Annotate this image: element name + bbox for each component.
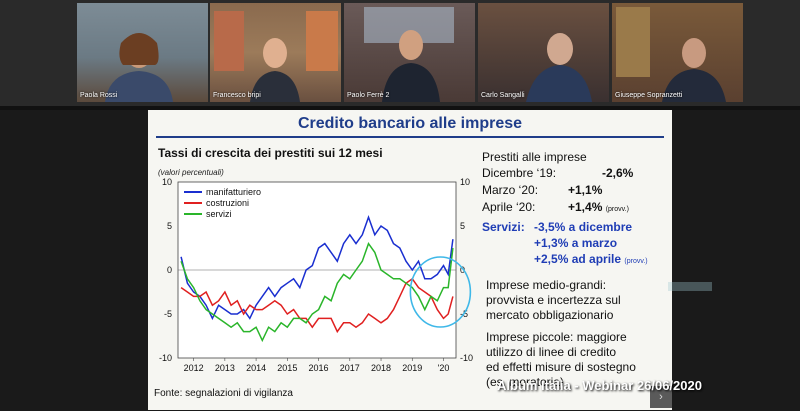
x-tick-label: 2018 xyxy=(371,363,391,373)
chart-source: Fonte: segnalazioni di vigilanza xyxy=(154,388,293,399)
slide-title: Credito bancario alle imprese xyxy=(297,115,523,132)
participant-name: Francesco bripi xyxy=(213,92,261,99)
video-tile-3[interactable]: Paolo Ferrè 2 xyxy=(344,3,475,102)
video-tile-2[interactable]: Francesco bripi xyxy=(210,3,341,102)
series-line-manifatturiero xyxy=(180,214,454,321)
servizi-note: (provv.) xyxy=(624,258,648,265)
april-value-text: +1,4% xyxy=(568,200,603,214)
bookshelf-background-icon xyxy=(214,11,338,102)
april-value: +1,4% (provv.) xyxy=(568,200,629,214)
march-value: +1,1% xyxy=(568,183,603,197)
y-tick-label-right: 0 xyxy=(460,265,465,275)
medium-line-3: mercato obbligazionario xyxy=(486,308,614,322)
legend-label: servizi xyxy=(206,209,232,219)
y-tick-label-left: 0 xyxy=(167,265,172,275)
y-tick-label-right: 5 xyxy=(460,221,465,231)
participant-silhouette-icon xyxy=(364,7,454,102)
participants-strip: Paola Rossi Francesco bripi Paolo Ferrè … xyxy=(0,0,800,106)
small-line-4: (es. moratoria) xyxy=(486,375,565,389)
participant-silhouette-icon xyxy=(105,33,173,102)
x-tick-label: 2015 xyxy=(277,363,297,373)
small-line-1: Imprese piccole: maggiore xyxy=(486,330,627,344)
x-tick-label: 2016 xyxy=(309,363,329,373)
small-line-2: utilizzo di linee di credito xyxy=(486,345,617,359)
scroll-right-button[interactable]: › xyxy=(650,386,672,408)
y-tick-label-left: 10 xyxy=(162,177,172,187)
video-tile-4[interactable]: Carlo Sangalli xyxy=(478,3,609,102)
webinar-watermark: Album Italia - Webinar 26/06/2020 xyxy=(497,378,702,393)
participant-silhouette-icon xyxy=(616,7,726,102)
servizi-line-1: -3,5% a dicembre xyxy=(534,220,633,234)
chart-title: Tassi di crescita dei prestiti sui 12 me… xyxy=(158,146,383,160)
video-tile-5[interactable]: Giuseppe Sopranzetti xyxy=(612,3,743,102)
servizi-line-3-text: +2,5% ad aprile xyxy=(534,252,622,266)
legend-label: costruzioni xyxy=(206,198,249,208)
title-rule xyxy=(156,136,664,138)
series-line-costruzioni xyxy=(180,277,454,334)
row-april: Aprile ‘20: +1,4% (provv.) xyxy=(482,200,668,214)
highlight-circle xyxy=(409,256,472,328)
legend-label: manifatturiero xyxy=(206,187,261,197)
medium-line-1: Imprese medio-grandi: xyxy=(486,278,607,292)
video-tile-1[interactable]: Paola Rossi xyxy=(77,3,208,102)
participant-name: Paolo Ferrè 2 xyxy=(347,92,390,99)
y-tick-label-right: -10 xyxy=(460,353,473,363)
chat-bubble xyxy=(668,282,712,291)
loans-heading: Prestiti alle imprese xyxy=(482,150,587,164)
participant-name: Giuseppe Sopranzetti xyxy=(615,92,683,99)
y-tick-label-left: 5 xyxy=(167,221,172,231)
servizi-line-3: +2,5% ad aprile (provv.) xyxy=(534,252,648,266)
shared-slide: Credito bancario alle imprese Tassi di c… xyxy=(148,110,672,410)
x-tick-label: '20 xyxy=(438,363,450,373)
servizi-line-2: +1,3% a marzo xyxy=(534,236,618,250)
y-tick-label-right: 10 xyxy=(460,177,470,187)
april-label: Aprile ‘20: xyxy=(482,200,536,214)
march-label: Marzo ‘20: xyxy=(482,183,539,197)
x-tick-label: 2019 xyxy=(402,363,422,373)
participant-name: Paola Rossi xyxy=(80,92,118,99)
y-tick-label-left: -5 xyxy=(164,309,172,319)
x-tick-label: 2017 xyxy=(340,363,360,373)
medium-line-2: provvista e incertezza sul xyxy=(486,293,621,307)
y-tick-label-left: -10 xyxy=(159,353,172,363)
row-december: Dicembre ‘19: -2,6% xyxy=(482,166,668,180)
april-note: (provv.) xyxy=(605,206,629,213)
participant-silhouette-icon xyxy=(526,33,592,102)
strip-divider xyxy=(0,106,800,110)
x-tick-label: 2013 xyxy=(215,363,235,373)
participant-name: Carlo Sangalli xyxy=(481,92,525,99)
december-label: Dicembre ‘19: xyxy=(482,166,557,180)
row-march: Marzo ‘20: +1,1% xyxy=(482,183,668,197)
december-value: -2,6% xyxy=(602,166,634,180)
x-tick-label: 2012 xyxy=(184,363,204,373)
chart-subtitle: (valori percentuali) xyxy=(158,168,224,177)
small-line-3: ed effetti misure di sostegno xyxy=(486,360,636,374)
servizi-label: Servizi: xyxy=(482,220,525,234)
x-tick-label: 2014 xyxy=(246,363,266,373)
